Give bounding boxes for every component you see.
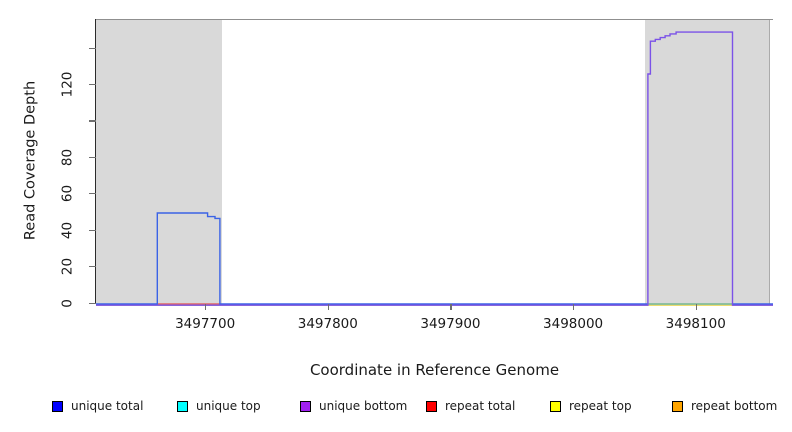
legend-swatch-repeat-top xyxy=(550,400,561,412)
y-tick xyxy=(89,47,96,49)
x-tick-label: 3497800 xyxy=(297,316,358,332)
series-unique-bottom xyxy=(96,31,773,306)
x-tick xyxy=(205,304,207,310)
series-unique-total xyxy=(96,212,773,305)
legend-swatch-repeat-total xyxy=(426,400,437,412)
legend-label: unique total xyxy=(71,399,144,413)
y-tick-label: 120 xyxy=(59,71,76,98)
shaded-region xyxy=(645,20,771,304)
legend-item: unique bottom xyxy=(300,398,407,414)
y-axis-line xyxy=(95,19,97,304)
legend-swatch-unique-bottom xyxy=(300,400,311,412)
legend-swatch-repeat-bottom xyxy=(672,400,683,412)
x-tick xyxy=(327,304,329,310)
legend-swatch-unique-total xyxy=(52,400,63,412)
y-tick-label: 0 xyxy=(59,298,76,308)
x-tick-label: 3497700 xyxy=(175,316,236,332)
y-tick xyxy=(89,84,96,86)
y-axis-title: Read Coverage Depth xyxy=(22,80,39,241)
y-tick xyxy=(89,120,96,122)
y-tick-label: 80 xyxy=(59,148,76,166)
x-axis-title: Coordinate in Reference Genome xyxy=(309,361,560,379)
x-tick-label: 3497900 xyxy=(420,316,481,332)
y-tick-label: 20 xyxy=(59,257,76,276)
y-tick xyxy=(89,156,96,159)
series-lines xyxy=(96,31,773,306)
legend-label: unique bottom xyxy=(319,399,408,413)
legend-item: repeat total xyxy=(426,398,515,414)
x-tick-label: 3498100 xyxy=(665,316,726,332)
legend-item: repeat top xyxy=(550,398,632,414)
y-tick-label: 60 xyxy=(59,185,76,203)
x-tick xyxy=(450,304,452,310)
y-tick xyxy=(89,193,96,195)
y-tick xyxy=(89,229,96,231)
y-tick xyxy=(89,266,96,268)
legend-item: unique total xyxy=(52,398,143,414)
legend-item: unique top xyxy=(177,398,261,414)
shaded-region xyxy=(96,20,223,304)
y-tick xyxy=(89,302,96,304)
x-tick xyxy=(573,304,575,310)
legend-label: repeat bottom xyxy=(691,399,778,413)
y-tick-label: 40 xyxy=(59,221,76,239)
legend-swatch-unique-top xyxy=(177,400,188,412)
legend-label: repeat top xyxy=(569,399,632,413)
x-tick-label: 3498000 xyxy=(543,316,604,332)
legend-label: repeat total xyxy=(445,399,516,413)
plot-area xyxy=(96,19,773,306)
x-tick xyxy=(695,304,697,310)
legend-label: unique top xyxy=(196,399,261,413)
legend-item: repeat bottom xyxy=(672,398,777,414)
